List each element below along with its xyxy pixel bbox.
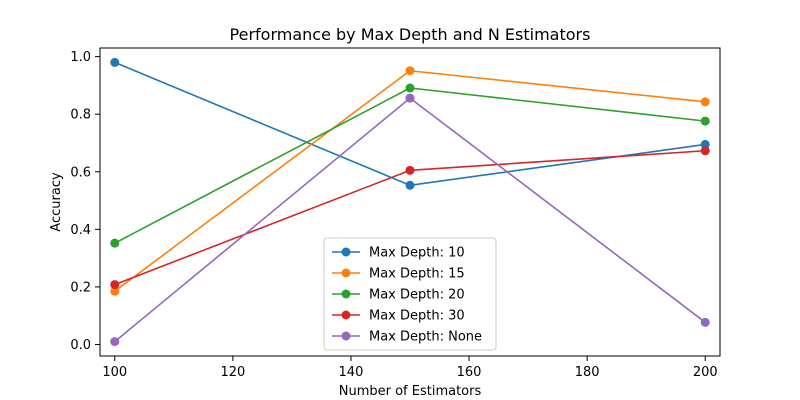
legend-items: Max Depth: 10 Max Depth: 15 Max Depth: 20 M… [332, 246, 482, 345]
legend-swatch-marker [341, 310, 351, 320]
data-point [405, 93, 415, 103]
y-axis: 0.0 0.2 0.4 0.6 0.8 1.0 [70, 50, 100, 353]
data-point [110, 238, 120, 248]
chart-title: Performance by Max Depth and N Estimator… [230, 25, 591, 44]
data-point [110, 337, 120, 347]
legend-swatch-marker [341, 247, 351, 257]
y-tick-label: 0.6 [70, 165, 91, 180]
legend-item: Max Depth: 30 [332, 309, 465, 324]
x-tick-label: 100 [102, 365, 127, 380]
x-tick-label: 200 [693, 365, 718, 380]
series-5 [110, 93, 710, 347]
data-point [405, 83, 415, 93]
legend-item: Max Depth: 15 [332, 267, 465, 282]
legend-item: Max Depth: 10 [332, 246, 465, 261]
y-tick-label: 0.8 [70, 108, 91, 123]
legend-label: Max Depth: 20 [369, 288, 465, 303]
series-3 [110, 83, 710, 248]
plot-frame [99, 47, 721, 357]
legend-label: Max Depth: 15 [369, 267, 465, 282]
data-point [405, 66, 415, 76]
x-axis-label: Number of Estimators [339, 384, 482, 399]
series-4 [110, 146, 710, 290]
x-tick-label: 140 [339, 365, 364, 380]
y-tick-label: 0.2 [70, 280, 91, 295]
data-point [700, 97, 710, 107]
legend-item: Max Depth: None [332, 330, 482, 345]
legend-label: Max Depth: 10 [369, 246, 465, 261]
legend: Max Depth: 10 Max Depth: 15 Max Depth: 20 M… [323, 237, 497, 351]
x-tick-label: 160 [457, 365, 482, 380]
data-point [110, 57, 120, 67]
x-axis: 100 120 140 160 180 200 [102, 356, 718, 380]
series-layer [110, 57, 710, 347]
x-tick-label: 180 [575, 365, 600, 380]
x-tick-label: 120 [220, 365, 245, 380]
legend-label: Max Depth: 30 [369, 309, 465, 324]
y-axis-label: Accuracy [49, 172, 64, 232]
legend-item: Max Depth: 20 [332, 288, 465, 303]
data-point [700, 116, 710, 126]
y-tick-label: 1.0 [70, 50, 91, 65]
plot-area: 100 120 140 160 180 200 0.0 0.2 0.4 0.6 0.8 1.0 [70, 47, 721, 380]
legend-frame [323, 237, 497, 351]
y-tick-label: 0.4 [70, 223, 91, 238]
data-point [405, 165, 415, 175]
legend-label: Max Depth: None [369, 330, 482, 345]
legend-swatch-marker [341, 331, 351, 341]
y-tick-label: 0.0 [70, 338, 91, 353]
data-point [110, 280, 120, 290]
data-point [700, 146, 710, 156]
data-point [110, 286, 120, 296]
series-2 [110, 66, 710, 296]
legend-swatch-marker [341, 289, 351, 299]
data-point [700, 139, 710, 149]
legend-swatch-marker [341, 268, 351, 278]
data-point [405, 180, 415, 190]
data-point [700, 317, 710, 327]
